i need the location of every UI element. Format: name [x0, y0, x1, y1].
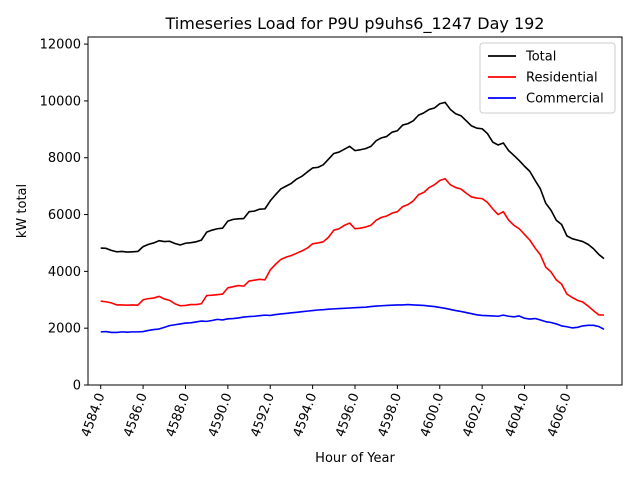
- series-line-residential: [100, 177, 605, 316]
- y-tick-label: 4000: [48, 265, 81, 280]
- legend-box: [479, 42, 616, 114]
- y-tick-label: 12000: [40, 38, 81, 53]
- series-lines: [100, 101, 605, 334]
- y-tick-label: 0: [73, 379, 81, 394]
- legend-label-residential: Residential: [526, 71, 598, 86]
- y-tick-label: 8000: [48, 151, 81, 166]
- chart-title: Timeseries Load for P9U p9uhs6_1247 Day …: [165, 14, 545, 34]
- legend-label-commercial: Commercial: [526, 92, 604, 107]
- y-tick-label: 2000: [48, 322, 81, 337]
- y-tick-label: 6000: [48, 208, 81, 223]
- x-axis-label: Hour of Year: [315, 451, 395, 466]
- series-line-total: [100, 101, 605, 260]
- y-tick-label: 10000: [40, 94, 81, 109]
- series-line-commercial: [100, 303, 605, 334]
- y-axis-label: kW total: [15, 184, 30, 238]
- legend-label-total: Total: [525, 50, 556, 65]
- y-axis: 0 2000 4000 6000 8000 10000 12000: [40, 38, 88, 394]
- legend: Total Residential Commercial: [479, 42, 616, 114]
